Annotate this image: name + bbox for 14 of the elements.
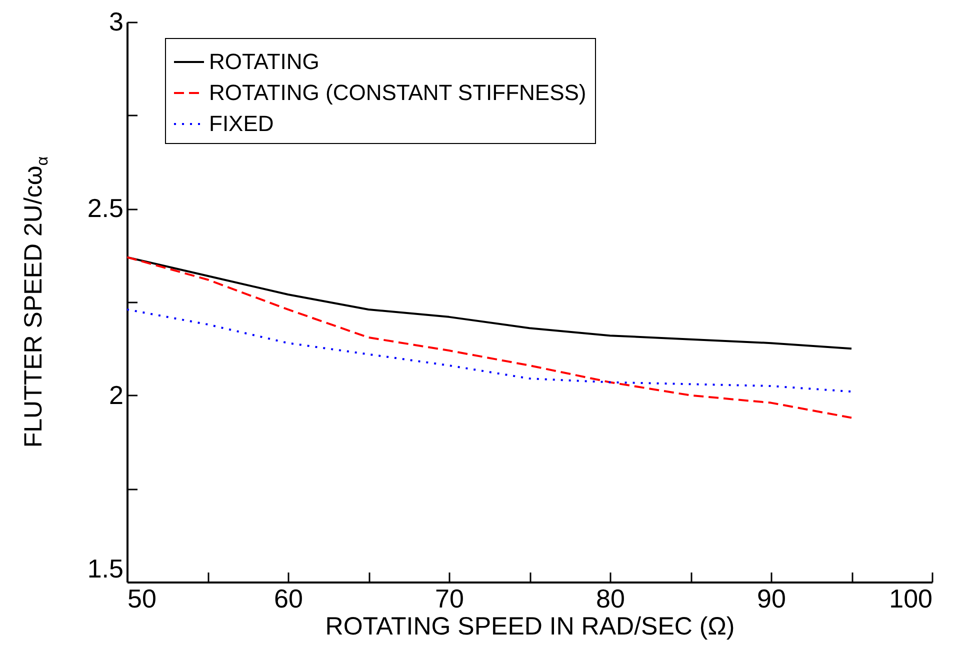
legend-label: FIXED xyxy=(209,111,274,136)
x-axis-title: ROTATING SPEED IN RAD/SEC (Ω) xyxy=(325,612,735,640)
x-tick-label: 60 xyxy=(274,584,303,614)
x-tick-label: 100 xyxy=(889,584,932,614)
x-tick-label: 50 xyxy=(128,584,156,614)
y-tick-label: 2.5 xyxy=(87,193,124,224)
y-tick-label: 3 xyxy=(109,6,124,36)
y-tick-label: 2 xyxy=(109,380,124,410)
legend-label: ROTATING xyxy=(209,49,320,74)
x-tick-label: 80 xyxy=(596,584,625,614)
x-tick-label: 70 xyxy=(435,584,464,614)
legend-label: ROTATING (CONSTANT STIFFNESS) xyxy=(209,80,586,105)
y-tick-label: 1.5 xyxy=(87,554,124,584)
x-tick-label: 90 xyxy=(757,584,786,614)
